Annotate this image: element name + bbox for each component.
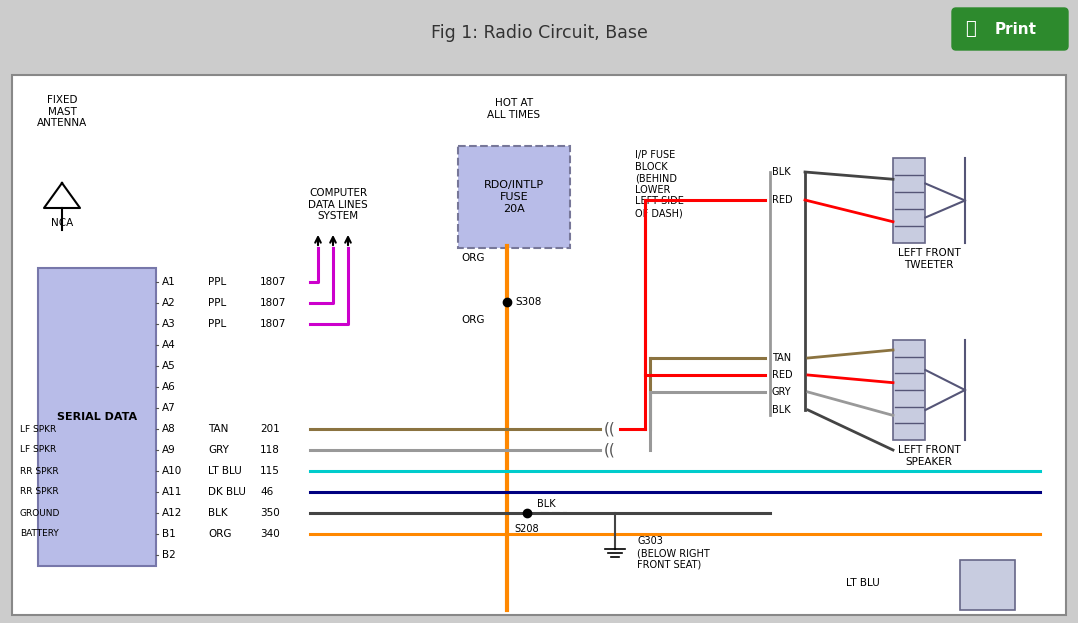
- Text: BATTERY: BATTERY: [20, 530, 58, 538]
- Text: GRY: GRY: [208, 445, 229, 455]
- Text: HOT AT
ALL TIMES: HOT AT ALL TIMES: [487, 98, 540, 120]
- Text: COMPUTER
DATA LINES
SYSTEM: COMPUTER DATA LINES SYSTEM: [308, 188, 368, 221]
- Text: I/P FUSE
BLOCK
(BEHIND
LOWER
LEFT SIDE
OF DASH): I/P FUSE BLOCK (BEHIND LOWER LEFT SIDE O…: [635, 150, 683, 218]
- Text: LF SPKR: LF SPKR: [20, 424, 56, 434]
- Text: A5: A5: [162, 361, 176, 371]
- Text: RR SPKR: RR SPKR: [20, 488, 58, 497]
- Text: TAN: TAN: [208, 424, 229, 434]
- Text: RR SPKR: RR SPKR: [20, 467, 58, 475]
- Text: S308: S308: [515, 297, 541, 307]
- Text: A12: A12: [162, 508, 182, 518]
- Text: PPL: PPL: [208, 319, 226, 329]
- Text: GROUND: GROUND: [20, 508, 60, 518]
- Text: RDO/INTLP
FUSE
20A: RDO/INTLP FUSE 20A: [484, 181, 544, 214]
- Text: BLK: BLK: [772, 405, 790, 415]
- Text: PPL: PPL: [208, 277, 226, 287]
- Text: Print: Print: [995, 22, 1037, 37]
- Text: LT BLU: LT BLU: [208, 466, 241, 476]
- Text: A3: A3: [162, 319, 176, 329]
- Text: A11: A11: [162, 487, 182, 497]
- Text: A8: A8: [162, 424, 176, 434]
- Text: A9: A9: [162, 445, 176, 455]
- Text: 1807: 1807: [260, 277, 287, 287]
- Text: Fig 1: Radio Circuit, Base: Fig 1: Radio Circuit, Base: [430, 24, 648, 42]
- Text: A4: A4: [162, 340, 176, 350]
- Text: ((: ((: [604, 422, 616, 437]
- Text: A10: A10: [162, 466, 182, 476]
- Text: LEFT FRONT
TWEETER: LEFT FRONT TWEETER: [898, 248, 960, 270]
- Text: ((: ((: [604, 442, 616, 457]
- Text: ⎙: ⎙: [965, 20, 976, 38]
- FancyBboxPatch shape: [0, 0, 1078, 58]
- Text: ORG: ORG: [461, 315, 485, 325]
- Text: GRY: GRY: [772, 387, 791, 397]
- FancyBboxPatch shape: [893, 158, 925, 243]
- Text: SERIAL DATA: SERIAL DATA: [57, 412, 137, 422]
- Text: LT BLU: LT BLU: [846, 578, 880, 588]
- Text: ORG: ORG: [208, 529, 232, 539]
- Text: 1807: 1807: [260, 298, 287, 308]
- Text: A7: A7: [162, 403, 176, 413]
- Text: 118: 118: [260, 445, 280, 455]
- Text: 115: 115: [260, 466, 280, 476]
- Text: A1: A1: [162, 277, 176, 287]
- Text: A2: A2: [162, 298, 176, 308]
- Text: TAN: TAN: [772, 353, 791, 363]
- Text: 1807: 1807: [260, 319, 287, 329]
- Text: A6: A6: [162, 382, 176, 392]
- Text: DK BLU: DK BLU: [208, 487, 246, 497]
- Text: LF SPKR: LF SPKR: [20, 445, 56, 455]
- Text: B1: B1: [162, 529, 176, 539]
- Text: RED: RED: [772, 370, 792, 380]
- Text: PPL: PPL: [208, 298, 226, 308]
- Text: FIXED
MAST
ANTENNA: FIXED MAST ANTENNA: [37, 95, 87, 128]
- Text: BLK: BLK: [208, 508, 227, 518]
- Text: 340: 340: [260, 529, 280, 539]
- Text: LEFT FRONT
SPEAKER: LEFT FRONT SPEAKER: [898, 445, 960, 467]
- Text: RED: RED: [772, 195, 792, 205]
- Text: BLK: BLK: [772, 167, 790, 177]
- FancyBboxPatch shape: [38, 268, 156, 566]
- FancyBboxPatch shape: [12, 75, 1066, 615]
- FancyBboxPatch shape: [952, 8, 1068, 50]
- Text: 350: 350: [260, 508, 280, 518]
- Text: B2: B2: [162, 550, 176, 560]
- FancyBboxPatch shape: [458, 146, 570, 248]
- Text: S208: S208: [514, 524, 539, 534]
- Text: BLK: BLK: [537, 499, 555, 509]
- Text: ORG: ORG: [461, 253, 485, 263]
- FancyBboxPatch shape: [960, 560, 1015, 610]
- Text: G303
(BELOW RIGHT
FRONT SEAT): G303 (BELOW RIGHT FRONT SEAT): [637, 536, 709, 569]
- FancyBboxPatch shape: [893, 340, 925, 440]
- Text: 201: 201: [260, 424, 280, 434]
- Text: 46: 46: [260, 487, 273, 497]
- Text: NCA: NCA: [51, 218, 73, 228]
